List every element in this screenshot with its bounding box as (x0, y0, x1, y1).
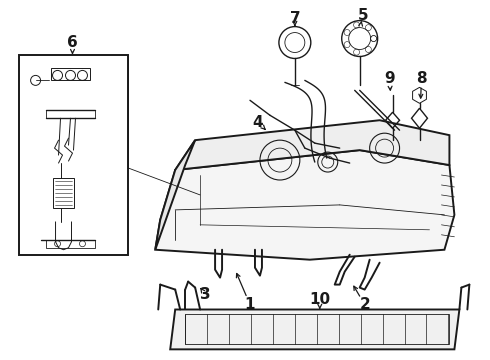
Text: 3: 3 (200, 287, 210, 302)
Polygon shape (175, 120, 449, 170)
Text: 5: 5 (357, 8, 368, 23)
Text: 10: 10 (309, 292, 330, 307)
Bar (19, 55, 128, 255)
Text: 6: 6 (67, 35, 78, 50)
Bar (52, 178, 74, 208)
Polygon shape (155, 150, 454, 260)
Text: 2: 2 (359, 297, 370, 312)
Polygon shape (155, 140, 195, 250)
Text: 4: 4 (253, 115, 263, 130)
Bar (46, 240, 96, 248)
Polygon shape (170, 310, 460, 349)
Text: 8: 8 (416, 71, 427, 86)
Text: 7: 7 (290, 11, 300, 26)
Text: 1: 1 (245, 297, 255, 312)
Bar (185, 315, 449, 345)
Text: 9: 9 (384, 71, 395, 86)
Bar (50, 68, 91, 80)
